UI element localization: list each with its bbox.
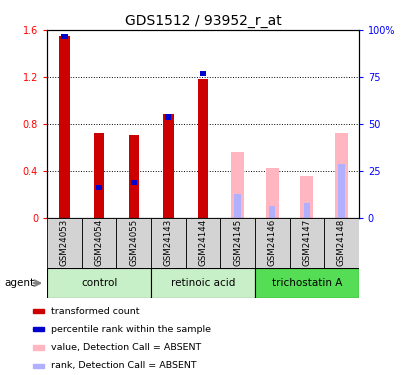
Text: transformed count: transformed count: [51, 306, 139, 315]
Text: GSM24147: GSM24147: [301, 219, 310, 266]
Bar: [94, 133, 104, 218]
Bar: [199, 71, 206, 76]
Bar: [47, 217, 81, 268]
Text: GSM24146: GSM24146: [267, 219, 276, 266]
Bar: [33, 364, 44, 368]
Bar: [254, 268, 358, 298]
Bar: [151, 217, 185, 268]
Bar: [165, 114, 171, 120]
Bar: [324, 217, 358, 268]
Text: retinoic acid: retinoic acid: [170, 278, 235, 288]
Bar: [130, 180, 137, 185]
Text: GSM24148: GSM24148: [336, 219, 345, 266]
Text: GSM24145: GSM24145: [232, 219, 241, 266]
Bar: [81, 217, 116, 268]
Text: rank, Detection Call = ABSENT: rank, Detection Call = ABSENT: [51, 362, 196, 370]
Bar: [151, 268, 254, 298]
Text: percentile rank within the sample: percentile rank within the sample: [51, 325, 210, 334]
Bar: [59, 36, 70, 218]
Bar: [230, 152, 243, 217]
Text: control: control: [81, 278, 117, 288]
Bar: [47, 268, 151, 298]
Text: GSM24143: GSM24143: [164, 219, 173, 266]
Text: GSM24054: GSM24054: [94, 219, 103, 266]
Text: GSM24053: GSM24053: [60, 219, 69, 266]
Text: agent: agent: [4, 278, 34, 288]
Bar: [220, 217, 254, 268]
Text: value, Detection Call = ABSENT: value, Detection Call = ABSENT: [51, 343, 201, 352]
Bar: [128, 135, 139, 218]
Text: trichostatin A: trichostatin A: [271, 278, 341, 288]
Title: GDS1512 / 93952_r_at: GDS1512 / 93952_r_at: [124, 13, 281, 28]
Text: GSM24055: GSM24055: [129, 219, 138, 266]
Bar: [197, 79, 208, 218]
Bar: [116, 217, 151, 268]
Bar: [299, 177, 312, 218]
Bar: [265, 168, 278, 217]
Bar: [61, 33, 67, 39]
Text: GSM24144: GSM24144: [198, 219, 207, 266]
Bar: [33, 327, 44, 332]
Bar: [334, 133, 347, 218]
Bar: [303, 203, 309, 217]
Bar: [234, 194, 240, 217]
Bar: [33, 345, 44, 350]
Bar: [337, 164, 344, 218]
Bar: [268, 206, 274, 218]
Bar: [163, 114, 173, 218]
Bar: [33, 309, 44, 313]
Bar: [254, 217, 289, 268]
Bar: [289, 217, 324, 268]
Bar: [185, 217, 220, 268]
Bar: [96, 185, 102, 190]
